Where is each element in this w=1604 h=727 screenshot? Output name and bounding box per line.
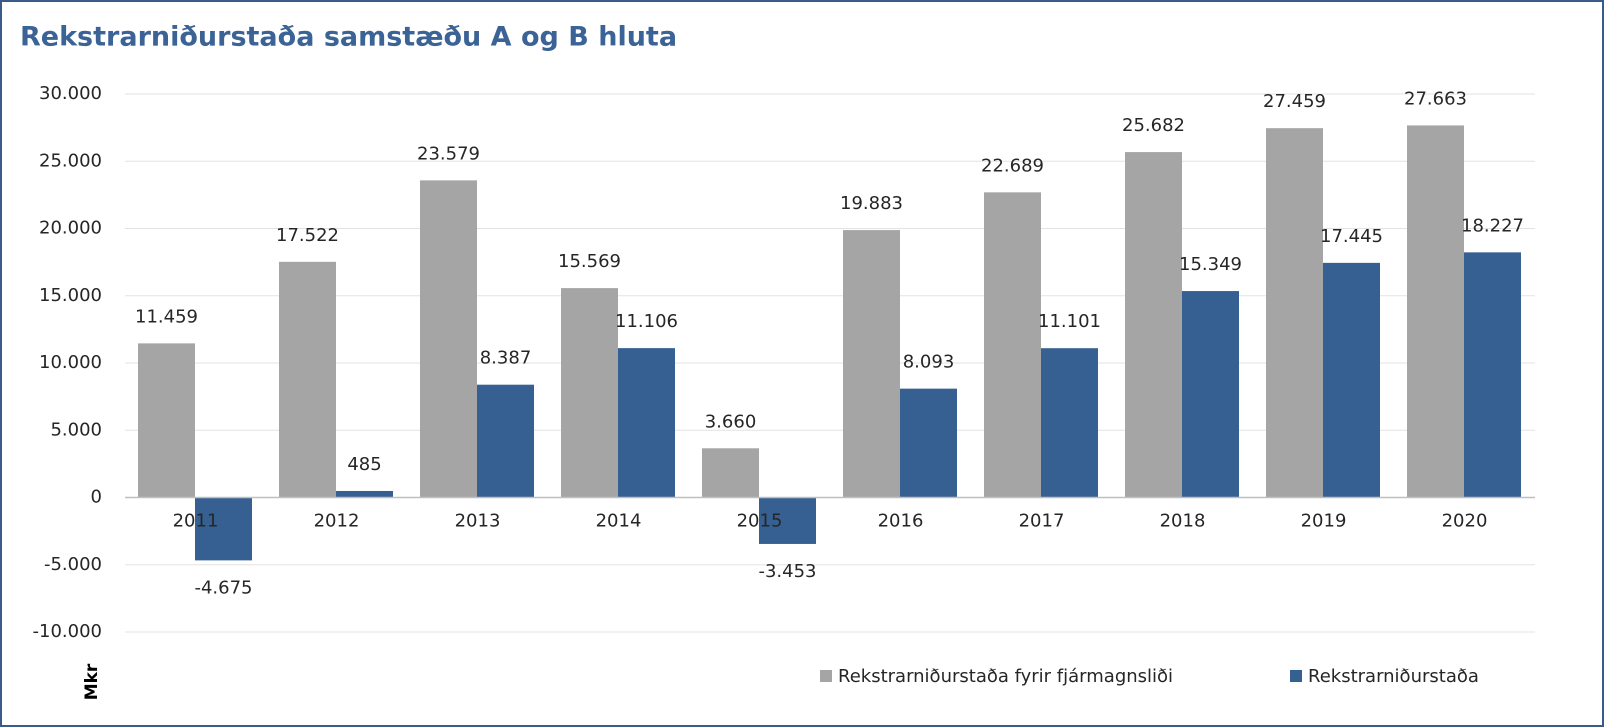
bar (1407, 125, 1464, 498)
y-tick-label: -10.000 (33, 621, 102, 642)
x-tick-label: 2020 (1442, 511, 1488, 532)
x-tick-label: 2017 (1019, 511, 1065, 532)
bar (618, 348, 675, 498)
x-tick-label: 2018 (1160, 511, 1206, 532)
bar (759, 497, 816, 544)
bar (195, 497, 252, 561)
x-tick-label: 2015 (737, 511, 783, 532)
bar (336, 490, 393, 498)
data-label: 22.689 (981, 155, 1044, 176)
data-label: 23.579 (417, 143, 480, 164)
legend-label: Rekstrarniðurstaða (1308, 666, 1479, 687)
legend-label: Rekstrarniðurstaða fyrir fjármagnsliði (838, 666, 1173, 687)
data-label: 11.459 (135, 306, 198, 327)
bar (138, 343, 195, 498)
data-label: 11.101 (1038, 311, 1101, 332)
data-label: 19.883 (840, 193, 903, 214)
legend-swatch (1290, 670, 1302, 682)
x-tick-label: 2019 (1301, 511, 1347, 532)
bar (420, 180, 477, 498)
y-tick-label: 5.000 (50, 419, 102, 440)
bar (1464, 252, 1521, 498)
data-label: 15.569 (558, 251, 621, 272)
bar (843, 230, 900, 498)
data-label: 8.387 (480, 348, 532, 369)
data-label: 485 (347, 454, 381, 475)
bar (1323, 262, 1380, 498)
bar (279, 261, 336, 498)
x-tick-label: 2014 (596, 511, 642, 532)
chart-title: Rekstrarniðurstaða samstæðu A og B hluta (20, 22, 677, 53)
data-label: 17.522 (276, 225, 339, 246)
y-tick-label: 20.000 (39, 218, 102, 239)
legend-swatch (820, 670, 832, 682)
bar (1125, 152, 1182, 498)
data-label: 8.093 (903, 352, 955, 373)
bar (1182, 291, 1239, 498)
x-tick-label: 2012 (314, 511, 360, 532)
data-label: 27.459 (1263, 91, 1326, 112)
bar (1041, 348, 1098, 498)
bar (477, 384, 534, 498)
bar (561, 288, 618, 498)
bar (702, 448, 759, 498)
x-tick-label: 2011 (173, 511, 219, 532)
x-tick-label: 2013 (455, 511, 501, 532)
bar (984, 192, 1041, 498)
data-label: 3.660 (705, 411, 757, 432)
y-axis-label: Mkr (82, 663, 102, 700)
y-tick-label: 10.000 (39, 352, 102, 373)
data-label: 11.106 (615, 311, 678, 332)
data-label: -3.453 (758, 561, 816, 582)
data-label: 25.682 (1122, 115, 1185, 136)
y-tick-label: 30.000 (39, 83, 102, 104)
x-tick-label: 2016 (878, 511, 924, 532)
data-label: 17.445 (1320, 226, 1383, 247)
data-label: 27.663 (1404, 88, 1467, 109)
y-tick-label: 0 (91, 487, 102, 508)
data-label: -4.675 (194, 577, 252, 598)
data-label: 15.349 (1179, 254, 1242, 275)
y-tick-label: -5.000 (44, 554, 102, 575)
data-label: 18.227 (1461, 215, 1524, 236)
y-tick-label: 15.000 (39, 285, 102, 306)
y-tick-label: 25.000 (39, 150, 102, 171)
bar (1266, 128, 1323, 498)
bar (900, 388, 957, 498)
